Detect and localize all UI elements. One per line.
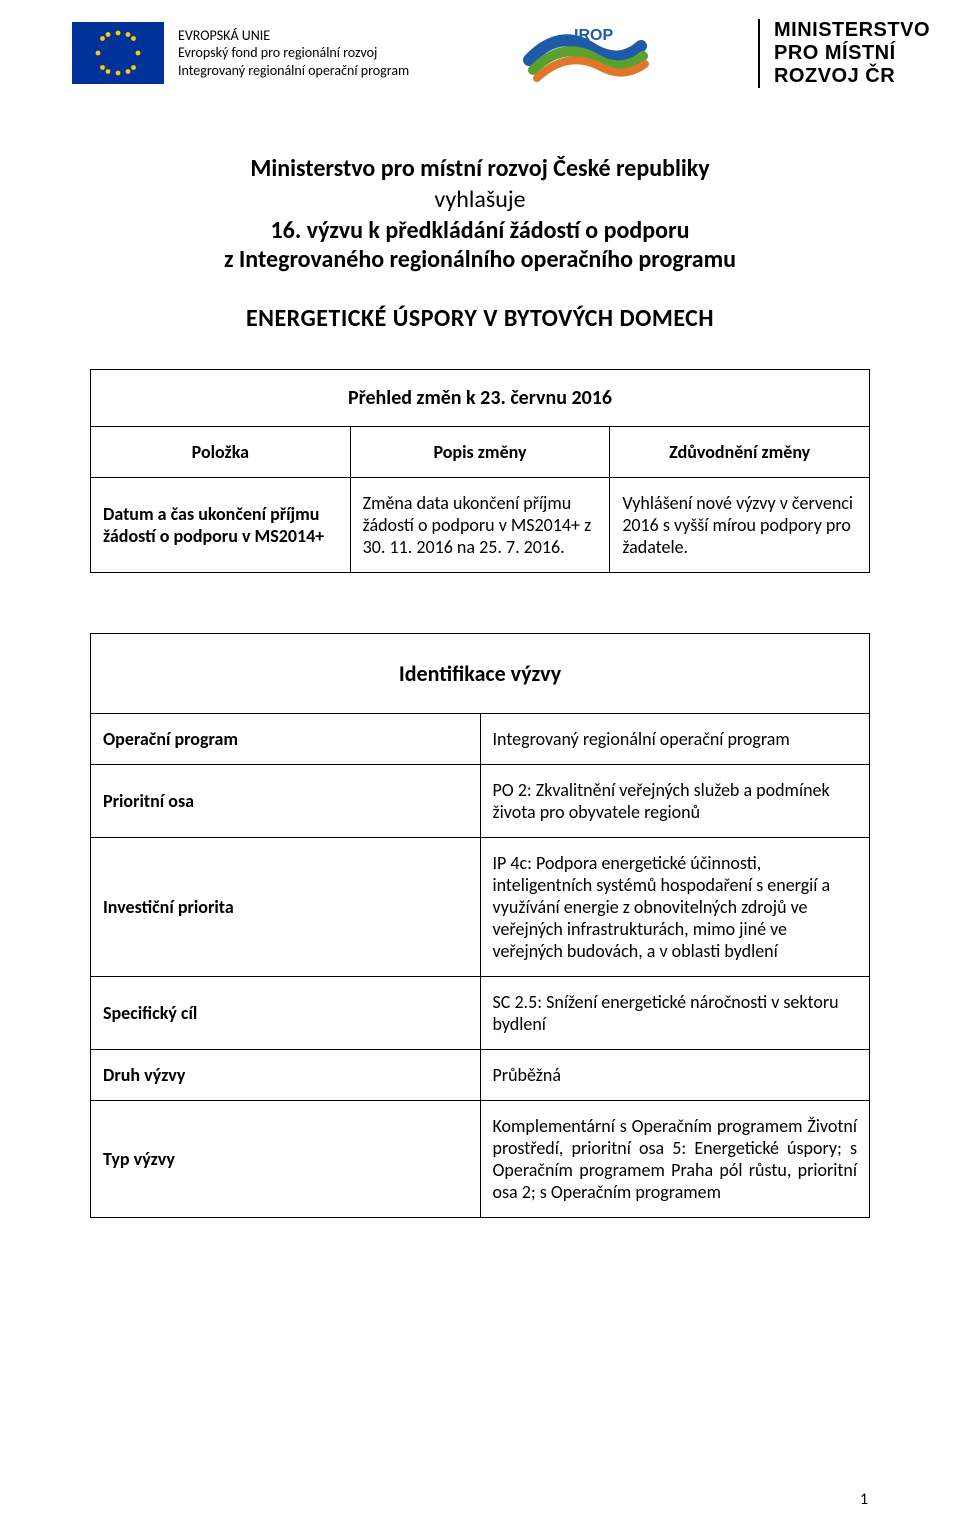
col-zduvodneni: Zdůvodnění změny: [610, 427, 870, 478]
op-key: Operační program: [91, 714, 481, 765]
mmr-line3: ROZVOJ ČR: [774, 65, 930, 88]
tv-key: Typ výzvy: [91, 1101, 481, 1218]
mmr-line1: MINISTERSTVO: [774, 19, 930, 42]
change-item: Datum a čas ukončení příjmu žádostí o po…: [91, 478, 351, 573]
changes-caption: Přehled změn k 23. červnu 2016: [91, 370, 870, 427]
dv-val: Průběžná: [480, 1050, 870, 1101]
dv-key: Druh výzvy: [91, 1050, 481, 1101]
op-val: Integrovaný regionální operační program: [480, 714, 870, 765]
eu-flag-icon: [72, 22, 164, 84]
mmr-logo-text: MINISTERSTVO PRO MÍSTNÍ ROZVOJ ČR: [758, 19, 930, 88]
eu-text-line3: Integrovaný regionální operační program: [178, 62, 409, 80]
page-number: 1: [860, 1490, 868, 1509]
ident-caption: Identifikace výzvy: [91, 634, 870, 714]
mmr-line2: PRO MÍSTNÍ: [774, 42, 930, 65]
col-polozka: Položka: [91, 427, 351, 478]
change-reason: Vyhlášení nové výzvy v červenci 2016 s v…: [610, 478, 870, 573]
po-key: Prioritní osa: [91, 765, 481, 838]
title-theme: ENERGETICKÉ ÚSPORY V BYTOVÝCH DOMECH: [90, 304, 870, 333]
title-line3: 16. výzvu k předkládání žádostí o podpor…: [90, 216, 870, 245]
ip-val: IP 4c: Podpora energetické účinnosti, in…: [480, 838, 870, 977]
col-popis: Popis změny: [350, 427, 610, 478]
spacer: [90, 573, 870, 633]
change-desc: Změna data ukončení příjmu žádostí o pod…: [350, 478, 610, 573]
header-logo-row: EVROPSKÁ UNIE Evropský fond pro regionál…: [0, 0, 960, 96]
eu-logo-block: EVROPSKÁ UNIE Evropský fond pro regionál…: [72, 22, 409, 84]
identification-table: Identifikace výzvy Operační program Inte…: [90, 633, 870, 1218]
ip-key: Investiční priorita: [91, 838, 481, 977]
svg-text:IROP: IROP: [574, 27, 613, 44]
eu-text-line2: Evropský fond pro regionální rozvoj: [178, 44, 409, 62]
eu-text-line1: EVROPSKÁ UNIE: [178, 27, 409, 45]
sc-key: Specifický cíl: [91, 977, 481, 1050]
title-line2: vyhlašuje: [90, 185, 870, 214]
irop-logo-icon: IROP: [519, 18, 649, 88]
eu-text: EVROPSKÁ UNIE Evropský fond pro regionál…: [178, 27, 409, 80]
po-val: PO 2: Zkvalitnění veřejných služeb a pod…: [480, 765, 870, 838]
document-content: Ministerstvo pro místní rozvoj České rep…: [0, 96, 960, 1218]
tv-val: Komplementární s Operačním programem Živ…: [480, 1101, 870, 1218]
title-line4: z Integrovaného regionálního operačního …: [90, 245, 870, 274]
changes-overview-table: Přehled změn k 23. červnu 2016 Položka P…: [90, 369, 870, 573]
title-block: Ministerstvo pro místní rozvoj České rep…: [90, 154, 870, 333]
title-line1: Ministerstvo pro místní rozvoj České rep…: [90, 154, 870, 183]
page: EVROPSKÁ UNIE Evropský fond pro regionál…: [0, 0, 960, 1527]
sc-val: SC 2.5: Snížení energetické náročnosti v…: [480, 977, 870, 1050]
